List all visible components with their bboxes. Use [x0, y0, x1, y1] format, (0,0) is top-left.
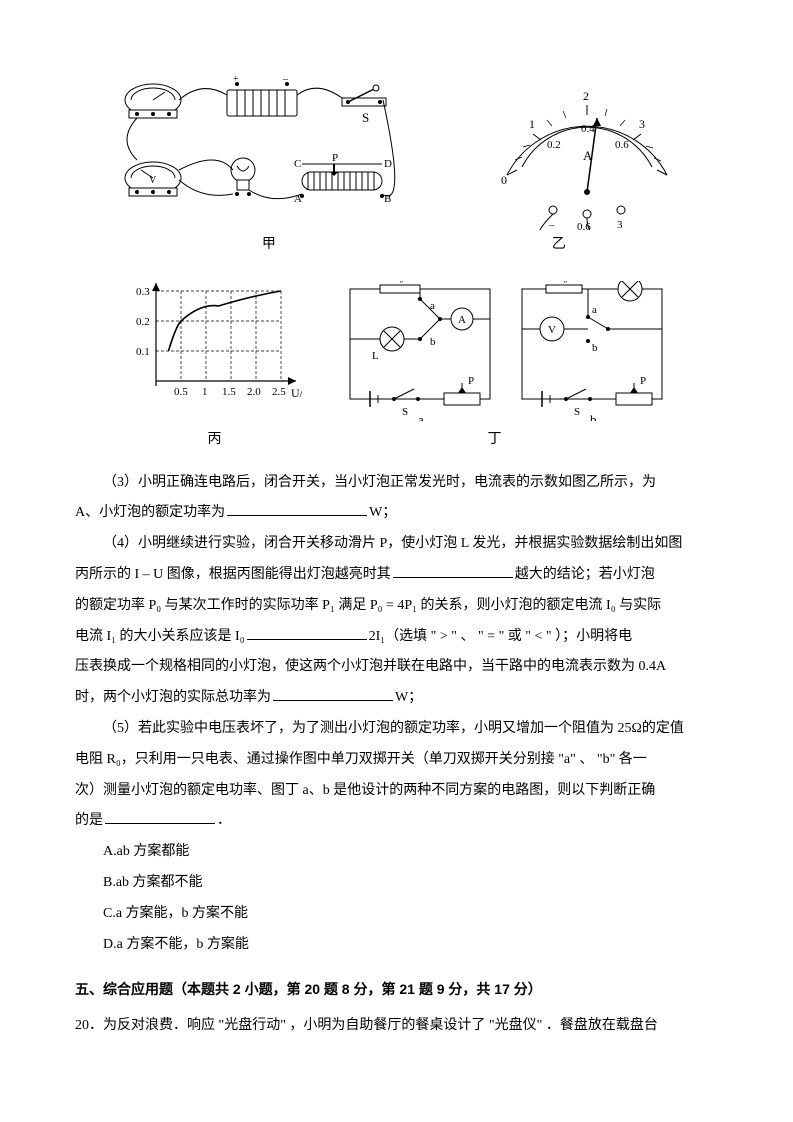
- blank-rated-power[interactable]: [227, 501, 367, 516]
- svg-text:1: 1: [529, 117, 535, 131]
- blank-total-power[interactable]: [273, 686, 393, 701]
- svg-text:2.0: 2.0: [247, 386, 261, 398]
- text-4-2b: 越大的结论；若小灯泡: [515, 567, 655, 582]
- text-4-6b: W；: [395, 690, 422, 705]
- q20-line1: 20．为反对浪费．响应 "光盘行动" ，小明为自助餐厅的餐桌设计了 "光盘仪" …: [75, 1011, 718, 1042]
- text-5-4a: 的是: [75, 813, 103, 828]
- figure-jia-yi: + – S V: [75, 70, 718, 261]
- para-5-line3: 次）测量小灯泡的额定电功率、图丁 a、b 是他设计的两种不同方案的电路图，则以下…: [75, 776, 718, 807]
- para-5-line4: 的是 ．: [75, 806, 718, 837]
- text-4-2a: 丙所示的 I – U 图像，根据丙图能得出灯泡越亮时其: [75, 567, 391, 582]
- svg-text:C: C: [294, 158, 301, 170]
- text-4-6a: 时，两个小灯泡的实际总功率为: [75, 690, 271, 705]
- svg-text:2.5: 2.5: [272, 386, 286, 398]
- svg-text:2: 2: [583, 89, 589, 103]
- svg-text:0.2: 0.2: [136, 316, 150, 328]
- caption-ding: 丁: [327, 425, 663, 456]
- section-5-title: 五、综合应用题（本题共 2 小题，第 20 题 8 分，第 21 题 9 分，共…: [75, 974, 718, 1005]
- svg-text:0.4: 0.4: [581, 123, 595, 135]
- svg-text:D: D: [384, 158, 392, 170]
- svg-text:S: S: [574, 406, 580, 418]
- svg-text:–: –: [282, 74, 289, 85]
- svg-text:I/A: I/A: [130, 281, 146, 284]
- svg-text:S: S: [362, 110, 369, 125]
- svg-text:0.5: 0.5: [174, 386, 188, 398]
- option-C: C.a 方案能，b 方案不能: [75, 899, 718, 930]
- svg-text:0.6: 0.6: [615, 139, 629, 151]
- svg-text:S: S: [402, 406, 408, 418]
- svg-text:b: b: [430, 336, 436, 348]
- svg-text:a: a: [592, 304, 597, 316]
- figure-bing-ding-row: 0.1 0.2 0.3 I/A 0.5 1 1.5 2.0 2.5 U/V R₀: [75, 281, 718, 421]
- circuit-ding: R₀ a b A: [342, 281, 672, 421]
- svg-text:0.2: 0.2: [547, 139, 561, 151]
- svg-text:a: a: [430, 300, 435, 312]
- para-5-line2: 电阻 R₀，只利用一只电表、通过操作图中单刀双掷开关（单刀双掷开关分别接 "a"…: [75, 745, 718, 776]
- para-4-line6: 时，两个小灯泡的实际总功率为 W；: [75, 683, 718, 714]
- svg-text:3: 3: [639, 117, 645, 131]
- text-3-2b: W；: [369, 505, 396, 520]
- svg-text:A: A: [458, 314, 466, 326]
- text-5-4b: ．: [217, 813, 231, 828]
- svg-text:U/V: U/V: [291, 386, 302, 400]
- para-4-line4: 电流 I₁ 的大小关系应该是 I₀ 2I₁（选填 " > " 、 " = " 或 …: [75, 622, 718, 653]
- blank-judge[interactable]: [105, 809, 215, 824]
- svg-text:R₀: R₀: [392, 281, 403, 284]
- svg-text:1.5: 1.5: [222, 386, 236, 398]
- svg-text:b: b: [590, 412, 597, 421]
- svg-text:–: –: [548, 219, 555, 230]
- caption-yi: 乙: [431, 230, 686, 261]
- svg-text:0.3: 0.3: [136, 286, 150, 298]
- para-4-line2: 丙所示的 I – U 图像，根据丙图能得出灯泡越亮时其 越大的结论；若小灯泡: [75, 560, 718, 591]
- svg-text:+: +: [233, 74, 239, 85]
- caption-jia: 甲: [107, 230, 432, 261]
- svg-text:V: V: [548, 324, 556, 336]
- blank-relation[interactable]: [247, 625, 367, 640]
- svg-text:0: 0: [501, 173, 507, 187]
- text-4-4a: 电流 I₁ 的大小关系应该是 I₀: [75, 629, 245, 644]
- text-4-4b: 2I₁（选填 " > " 、 " = " 或 " < " ）；小明将电: [369, 629, 633, 644]
- svg-text:R₀: R₀: [556, 281, 567, 284]
- svg-text:P: P: [468, 375, 474, 387]
- svg-text:b: b: [592, 342, 598, 354]
- blank-quantity[interactable]: [393, 563, 513, 578]
- svg-text:P: P: [332, 152, 338, 164]
- svg-text:V: V: [149, 175, 157, 186]
- option-D: D.a 方案不能，b 方案能: [75, 930, 718, 961]
- svg-text:a: a: [418, 412, 424, 421]
- option-B: B.ab 方案都不能: [75, 868, 718, 899]
- iv-chart: 0.1 0.2 0.3 I/A 0.5 1 1.5 2.0 2.5 U/V: [122, 281, 302, 421]
- para-3-line2: A、小灯泡的额定功率为 W；: [75, 498, 718, 529]
- option-A: A.ab 方案都能: [75, 837, 718, 868]
- svg-text:0.1: 0.1: [136, 346, 150, 358]
- svg-text:3: 3: [617, 219, 623, 230]
- para-4-line1: （4）小明继续进行实验，闭合开关移动滑片 P，使小灯泡 L 发光，并根据实验数据…: [75, 529, 718, 560]
- text-3-2a: A、小灯泡的额定功率为: [75, 505, 225, 520]
- para-4-line3: 的额定功率 P₀ 与某次工作时的实际功率 P₁ 满足 P₀ = 4P₁ 的关系，…: [75, 591, 718, 622]
- svg-text:1: 1: [202, 386, 208, 398]
- svg-text:L: L: [372, 350, 379, 362]
- svg-text:P: P: [640, 375, 646, 387]
- para-4-line5: 压表换成一个规格相同的小灯泡，使这两个小灯泡并联在电路中，当干路中的电流表示数为…: [75, 652, 718, 683]
- para-3-line1: （3）小明正确连电路后，闭合开关，当小灯泡正常发光时，电流表的示数如图乙所示，为: [75, 468, 718, 499]
- caption-bing: 丙: [131, 425, 299, 456]
- para-5-line1: （5）若此实验中电压表坏了，为了测出小灯泡的额定功率，小明又增加一个阻值为 25…: [75, 714, 718, 745]
